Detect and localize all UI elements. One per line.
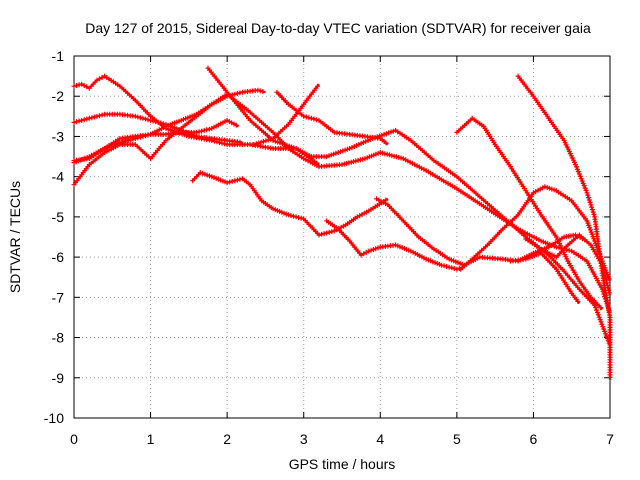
series-track-5 <box>71 117 240 164</box>
x-tick-label: 2 <box>223 431 231 447</box>
x-tick-label: 4 <box>376 431 384 447</box>
series-markers <box>71 117 239 164</box>
series-line <box>73 92 612 314</box>
series-markers <box>454 115 604 311</box>
series-track-7 <box>190 170 389 238</box>
series-track-8 <box>274 89 389 146</box>
x-tick-label: 1 <box>147 431 155 447</box>
y-tick-labels: -10 -9 -8 -7 -6 -5 -4 -3 -2 -1 <box>44 48 64 426</box>
y-tick-label: -8 <box>52 330 65 346</box>
x-tick-label: 6 <box>530 431 538 447</box>
series-line <box>191 171 389 237</box>
series-track-4 <box>71 91 612 314</box>
x-tick-label: 0 <box>70 431 78 447</box>
series-line <box>207 67 612 346</box>
y-tick-label: -1 <box>52 48 65 64</box>
y-tick-label: -2 <box>52 88 65 104</box>
series-markers <box>205 65 612 346</box>
series-markers <box>523 232 612 296</box>
series-track-2 <box>71 111 243 145</box>
grid-lines <box>74 56 610 418</box>
x-tick-label: 7 <box>606 431 614 447</box>
series-track-10 <box>324 218 465 272</box>
y-tick-label: -9 <box>52 370 65 386</box>
y-axis-label: SDTVAR / TECUs <box>7 181 23 293</box>
y-tick-label: -6 <box>52 249 65 265</box>
y-tick-label: -10 <box>44 410 64 426</box>
series-line <box>375 197 588 267</box>
series-track-15 <box>508 250 581 305</box>
y-tick-label: -7 <box>52 289 65 305</box>
series-track-12 <box>454 115 604 311</box>
series-markers <box>515 73 613 380</box>
series-track-16 <box>523 232 612 296</box>
series-markers <box>274 89 389 146</box>
series-markers <box>71 91 612 314</box>
y-tick-label: -3 <box>52 128 65 144</box>
series-markers <box>324 218 465 272</box>
series-track-6 <box>205 65 612 346</box>
series-markers <box>190 170 389 238</box>
x-axis-label: GPS time / hours <box>289 456 396 472</box>
x-tick-label: 5 <box>453 431 461 447</box>
data-series <box>71 65 613 380</box>
series-markers <box>508 250 581 304</box>
chart-title: Day 127 of 2015, Sidereal Day-to-day VTE… <box>85 20 591 36</box>
plot-frame <box>73 55 611 419</box>
series-markers <box>251 83 320 147</box>
series-line <box>253 83 320 146</box>
series-track-14 <box>515 73 613 380</box>
x-tick-labels: 0 1 2 3 4 5 6 7 <box>70 431 614 447</box>
series-track-9 <box>251 83 320 147</box>
y-tick-label: -5 <box>52 209 65 225</box>
y-tick-label: -4 <box>52 169 65 185</box>
x-tick-label: 3 <box>300 431 308 447</box>
